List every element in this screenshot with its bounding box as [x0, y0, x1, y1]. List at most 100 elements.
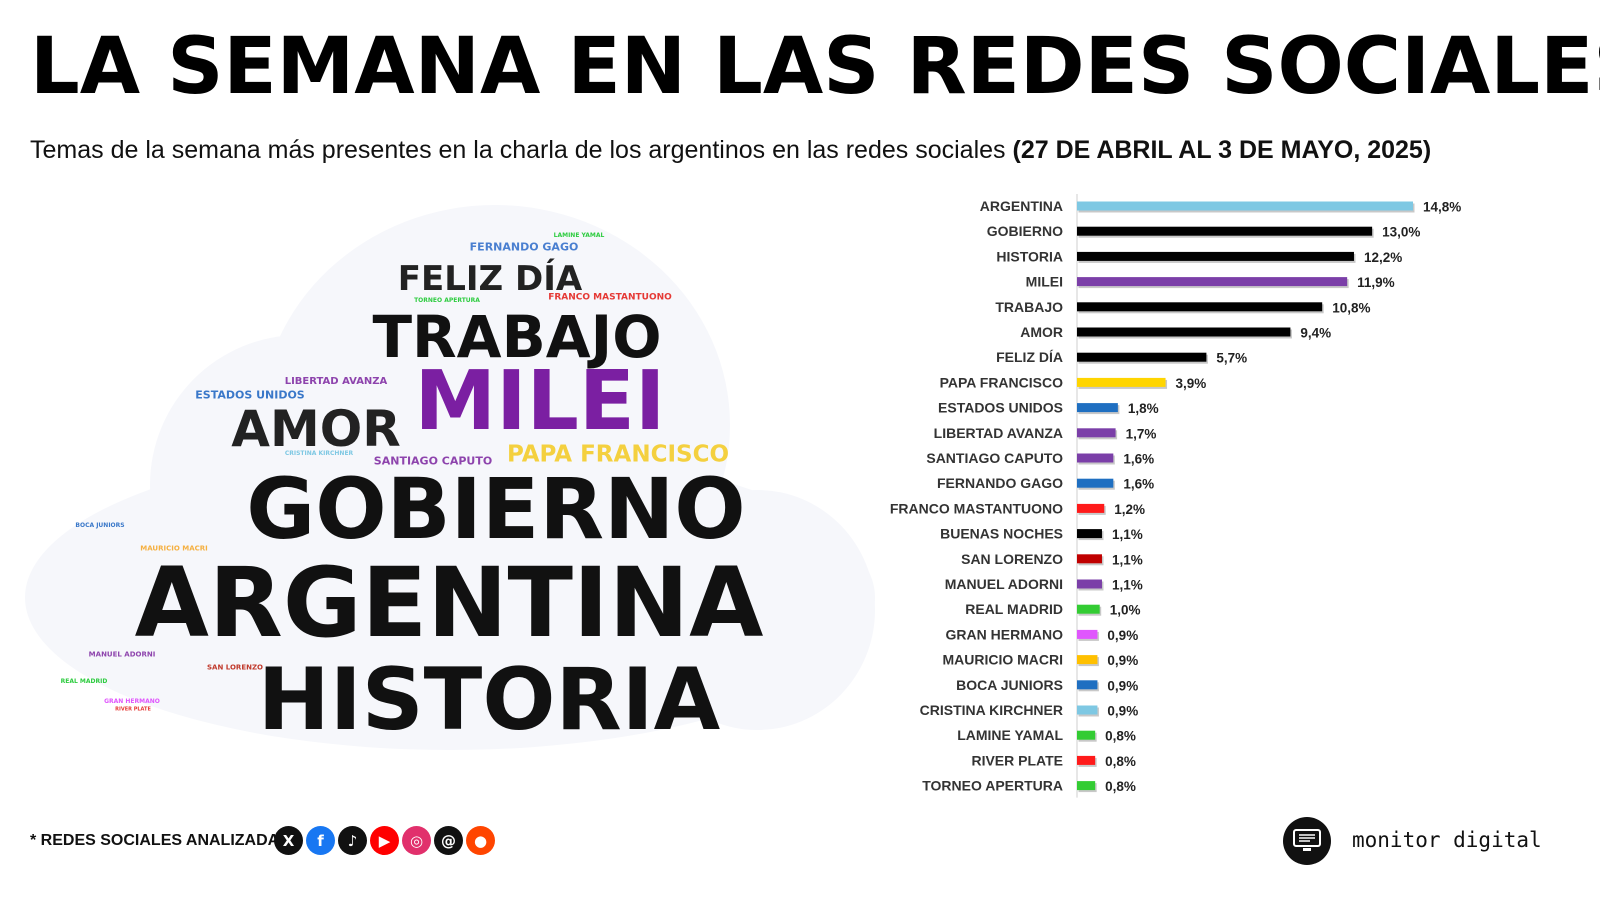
- word-cloud: FERNANDO GAGO LAMINE YAMAL FELIZ DÍA TORNEO…: [20, 200, 900, 760]
- bar: [1077, 781, 1096, 791]
- data-label: 0,9%: [1107, 704, 1138, 719]
- tiktok-icon: ♪: [338, 826, 367, 855]
- data-label: 9,4%: [1300, 326, 1331, 341]
- bar: [1077, 655, 1098, 665]
- category-label: AMOR: [1020, 324, 1063, 340]
- subtitle: Temas de la semana más presentes en la c…: [30, 136, 1431, 165]
- data-label: 0,9%: [1107, 653, 1138, 668]
- data-label: 0,8%: [1105, 779, 1136, 794]
- subtitle-text: Temas de la semana más presentes en la c…: [30, 136, 1006, 164]
- page-title: LA SEMANA EN LAS REDES SOCIALES: [30, 22, 1600, 112]
- cloud-word: FRANCO MASTANTUONO: [548, 292, 672, 303]
- data-label: 0,9%: [1107, 678, 1138, 693]
- bar-chart-svg: ARGENTINA 14,8% GOBIERNO 13,0% HISTORIA 12,2%…: [890, 194, 1461, 798]
- data-label: 0,9%: [1107, 628, 1138, 643]
- cloud-word: TORNEO APERTURA: [414, 297, 480, 304]
- data-label: 1,1%: [1112, 527, 1143, 542]
- bar: [1077, 503, 1105, 513]
- data-label: 14,8%: [1423, 200, 1461, 215]
- date-range: (27 DE ABRIL AL 3 DE MAYO, 2025): [1012, 136, 1432, 164]
- category-label: FELIZ DÍA: [996, 349, 1063, 365]
- category-label: REAL MADRID: [965, 601, 1063, 617]
- data-label: 13,0%: [1382, 225, 1420, 240]
- category-label: FERNANDO GAGO: [937, 475, 1063, 491]
- category-label: HISTORIA: [996, 248, 1063, 264]
- data-label: 0,8%: [1105, 729, 1136, 744]
- reddit-icon: ●: [466, 826, 495, 855]
- bar: [1077, 705, 1098, 715]
- facebook-icon: f: [306, 826, 335, 855]
- category-label: LAMINE YAMAL: [957, 727, 1063, 743]
- cloud-word: CRISTINA KIRCHNER: [284, 450, 354, 457]
- bar: [1077, 478, 1114, 488]
- data-label: 10,8%: [1332, 300, 1370, 315]
- cloud-word: FELIZ DÍA: [397, 259, 583, 299]
- bar: [1077, 428, 1116, 438]
- cloud-word: GOBIERNO: [246, 460, 746, 558]
- data-label: 1,0%: [1110, 603, 1141, 618]
- category-label: MILEI: [1026, 274, 1063, 290]
- bar: [1077, 403, 1118, 413]
- cloud-word: LAMINE YAMAL: [553, 232, 605, 239]
- category-label: MAURICIO MACRI: [942, 652, 1063, 668]
- category-label: CRISTINA KIRCHNER: [920, 702, 1063, 718]
- category-label: BUENAS NOCHES: [940, 526, 1063, 542]
- cloud-word: HISTORIA: [257, 650, 721, 750]
- category-label: TRABAJO: [995, 299, 1063, 315]
- bar: [1077, 327, 1291, 337]
- bar: [1077, 604, 1100, 614]
- cloud-word: SANTIAGO CAPUTO: [373, 454, 493, 468]
- footer-note: * REDES SOCIALES ANALIZADAS: [30, 832, 290, 849]
- instagram-icon: ◎: [402, 826, 431, 855]
- bar: [1077, 629, 1098, 639]
- data-label: 1,6%: [1123, 477, 1154, 492]
- monitor-icon: [1293, 829, 1321, 851]
- category-label: GRAN HERMANO: [946, 626, 1064, 642]
- cloud-word: FERNANDO GAGO: [469, 240, 579, 254]
- cloud-word: ESTADOS UNIDOS: [195, 388, 305, 402]
- category-label: BOCA JUNIORS: [956, 677, 1063, 693]
- bar: [1077, 302, 1323, 312]
- cloud-word: AMOR: [231, 400, 401, 458]
- category-label: ESTADOS UNIDOS: [938, 400, 1063, 416]
- category-label: SAN LORENZO: [961, 551, 1063, 567]
- bar: [1077, 377, 1166, 387]
- x-icon: X: [274, 826, 303, 855]
- monitor-logo: [1283, 817, 1331, 865]
- bar: [1077, 730, 1096, 740]
- category-label: PAPA FRANCISCO: [940, 374, 1064, 390]
- bar-chart: ARGENTINA 14,8% GOBIERNO 13,0% HISTORIA 12,2%…: [880, 192, 1580, 812]
- category-label: MANUEL ADORNI: [945, 576, 1063, 592]
- cloud-word: BOCA JUNIORS: [75, 522, 125, 529]
- cloud-word: SAN LORENZO: [207, 663, 263, 672]
- bar: [1077, 554, 1102, 564]
- cloud-shape: [640, 490, 875, 730]
- cloud-word: MILEI: [414, 354, 666, 449]
- category-label: RIVER PLATE: [971, 752, 1063, 768]
- cloud-word: REAL MADRID: [60, 678, 108, 685]
- data-label: 12,2%: [1364, 250, 1402, 265]
- cloud-word: GRAN HERMANO: [104, 698, 160, 705]
- bar: [1077, 453, 1114, 463]
- cloud-word: ARGENTINA: [134, 547, 764, 659]
- category-label: TORNEO APERTURA: [922, 778, 1063, 794]
- bar: [1077, 579, 1102, 589]
- data-label: 1,6%: [1123, 452, 1154, 467]
- data-label: 1,2%: [1114, 502, 1145, 517]
- bar: [1077, 251, 1354, 261]
- bar: [1077, 277, 1348, 287]
- cloud-word: MANUEL ADORNI: [88, 650, 156, 659]
- bar: [1077, 201, 1413, 211]
- brand-name: monitor digital: [1352, 828, 1542, 852]
- data-label: 1,1%: [1112, 552, 1143, 567]
- bar: [1077, 680, 1098, 690]
- cloud-word: LIBERTAD AVANZA: [284, 376, 388, 387]
- bar: [1077, 226, 1373, 236]
- data-label: 1,7%: [1126, 426, 1157, 441]
- bar: [1077, 529, 1102, 539]
- category-label: ARGENTINA: [980, 198, 1063, 214]
- cloud-word: MAURICIO MACRI: [140, 544, 208, 553]
- category-label: LIBERTAD AVANZA: [934, 425, 1063, 441]
- data-label: 5,7%: [1216, 351, 1247, 366]
